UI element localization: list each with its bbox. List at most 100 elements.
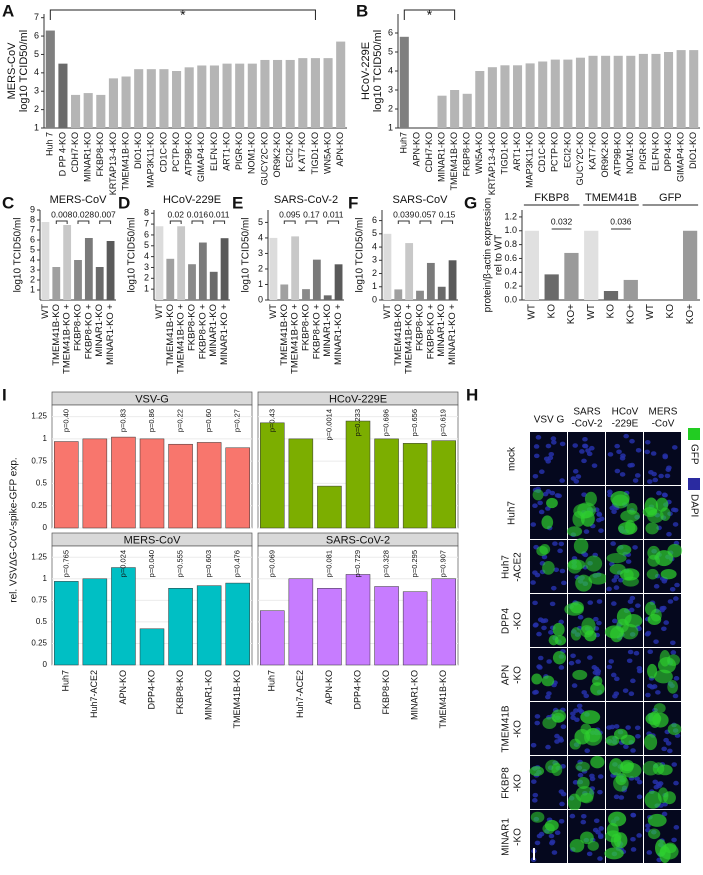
nucleus bbox=[583, 529, 590, 534]
nucleus bbox=[636, 833, 642, 838]
nucleus bbox=[546, 691, 552, 696]
bar bbox=[184, 67, 194, 128]
nucleus bbox=[553, 567, 560, 573]
x-tick-label: MAP3K11-KO bbox=[525, 132, 535, 188]
gfp-signal bbox=[616, 544, 632, 555]
p-value: p=0.40 bbox=[61, 409, 70, 432]
y-tick-label: 1 bbox=[388, 122, 393, 132]
nucleus bbox=[630, 678, 636, 684]
nucleus bbox=[548, 630, 554, 635]
bar bbox=[431, 578, 456, 666]
y-tick-label: 2 bbox=[372, 268, 377, 278]
nucleus bbox=[644, 439, 651, 445]
gfp-signal bbox=[655, 497, 669, 512]
bar bbox=[177, 226, 186, 300]
nucleus bbox=[607, 452, 614, 457]
nucleus bbox=[622, 688, 629, 693]
nucleus bbox=[655, 690, 661, 695]
x-tick-label: FKBP8-KO + bbox=[197, 304, 208, 360]
nucleus bbox=[611, 618, 618, 624]
gfp-signal bbox=[647, 813, 667, 827]
bar bbox=[345, 420, 371, 529]
bar bbox=[82, 438, 108, 529]
bar bbox=[500, 65, 510, 128]
nucleus bbox=[594, 671, 601, 676]
nucleus bbox=[672, 693, 679, 699]
y-tick-label: 3 bbox=[30, 264, 35, 274]
x-tick-label: DIO1-KO bbox=[688, 132, 698, 169]
gfp-signal bbox=[585, 555, 603, 572]
y-tick-label: 0.8 bbox=[504, 239, 517, 249]
nucleus bbox=[645, 630, 652, 636]
p-value: 0.032 bbox=[551, 216, 573, 226]
nucleus bbox=[572, 469, 579, 474]
nucleus bbox=[581, 690, 587, 695]
x-tick-label: TIGD1-KO bbox=[310, 132, 320, 175]
p-value: p=0.907 bbox=[439, 550, 448, 577]
x-tick-label: ART1-KO bbox=[221, 132, 231, 171]
y-tick-label: 7 bbox=[30, 224, 35, 234]
nucleus bbox=[570, 476, 577, 481]
bar bbox=[166, 258, 175, 300]
y-tick-label: 3 bbox=[144, 262, 149, 272]
x-tick-label: FKBP8-KO bbox=[381, 670, 391, 715]
x-tick-label: KO+ bbox=[625, 304, 636, 324]
y-axis-label: log10 TCID50/ml bbox=[241, 218, 252, 293]
bar bbox=[172, 71, 182, 128]
nucleus bbox=[661, 579, 668, 584]
x-tick-label: MINAR1-KO bbox=[322, 304, 333, 357]
comparison-bracket bbox=[55, 220, 68, 224]
x-tick-label: WN5A-KO bbox=[474, 132, 484, 174]
nucleus bbox=[630, 836, 636, 842]
gfp-signal bbox=[552, 712, 565, 723]
nucleus bbox=[674, 582, 680, 588]
gfp-signal bbox=[580, 831, 594, 845]
nucleus bbox=[536, 631, 542, 637]
y-tick-label: 0 bbox=[258, 294, 263, 304]
y-tick-label: 0.25 bbox=[31, 639, 47, 648]
x-tick-label: OR9K2-KO bbox=[600, 132, 610, 178]
group-label: FKBP8 bbox=[534, 192, 569, 204]
bar bbox=[312, 259, 321, 300]
nucleus bbox=[545, 744, 551, 750]
nucleus bbox=[584, 748, 591, 754]
nucleus bbox=[635, 447, 642, 453]
bar bbox=[601, 55, 611, 128]
bar bbox=[45, 30, 55, 129]
x-tick-label: FKBP8-KO bbox=[187, 304, 198, 351]
nucleus bbox=[546, 659, 552, 664]
gfp-signal bbox=[580, 792, 594, 804]
x-tick-label: Huh7 bbox=[399, 132, 409, 154]
bar bbox=[196, 585, 222, 666]
panel-label: E bbox=[232, 193, 243, 212]
nucleus bbox=[634, 725, 641, 731]
comparison-bracket bbox=[99, 220, 112, 224]
nucleus bbox=[587, 600, 594, 605]
nucleus bbox=[559, 801, 565, 807]
x-tick-label: TMEM41B-KO bbox=[165, 304, 176, 366]
y-axis-label: log10 TCID50/ml bbox=[127, 218, 138, 293]
bar bbox=[280, 284, 289, 300]
p-value: p=0.619 bbox=[439, 409, 448, 436]
nucleus bbox=[611, 601, 617, 606]
y-tick-label: 5 bbox=[144, 240, 149, 250]
nucleus bbox=[534, 714, 541, 719]
y-tick-label: 0.5 bbox=[36, 617, 48, 626]
gfp-signal bbox=[542, 560, 555, 575]
nucleus bbox=[606, 586, 612, 592]
bar bbox=[260, 59, 270, 128]
gfp-signal bbox=[667, 723, 682, 736]
p-value: p=0.696 bbox=[382, 409, 391, 436]
nucleus bbox=[671, 445, 678, 450]
nucleus bbox=[559, 568, 566, 574]
gfp-signal bbox=[642, 760, 659, 776]
x-tick-label: DPP4-KO bbox=[352, 670, 362, 710]
p-value: 0.057 bbox=[415, 209, 437, 219]
bar bbox=[111, 567, 136, 666]
panel-label: C bbox=[2, 193, 14, 212]
y-axis-label: log10 TCID50/ml bbox=[18, 30, 30, 112]
x-tick-label: GIMAP4-KO bbox=[196, 132, 206, 182]
nucleus bbox=[632, 478, 639, 483]
nucleus bbox=[536, 664, 542, 669]
nucleus bbox=[628, 691, 635, 696]
